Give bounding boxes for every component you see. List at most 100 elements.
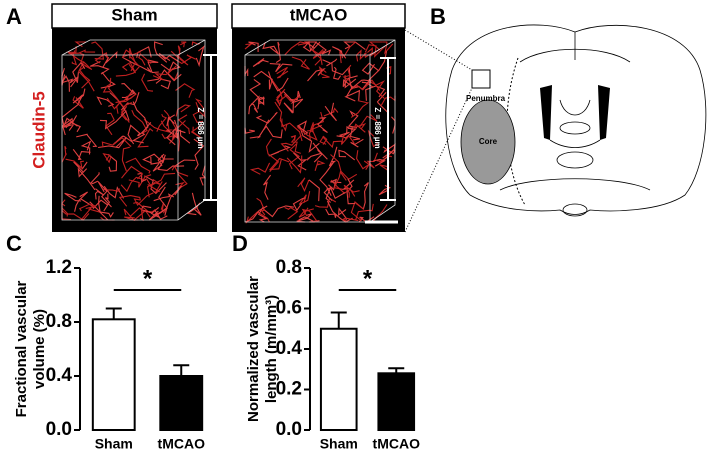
vessel (192, 102, 204, 124)
vessel (263, 174, 272, 200)
panel-letter: D (232, 231, 248, 256)
vessel (347, 110, 359, 129)
vessel (317, 117, 328, 133)
vessel (118, 195, 141, 207)
vessel (331, 62, 351, 78)
vessel (369, 80, 386, 99)
vessel (345, 79, 371, 98)
vessel (64, 192, 82, 202)
vessel (141, 73, 153, 92)
x-tick-label: tMCAO (373, 436, 421, 452)
vessel (276, 66, 289, 79)
y-tick-label: 0.8 (46, 311, 72, 332)
vessel (312, 48, 325, 59)
vessel (344, 126, 357, 139)
vessel (160, 61, 181, 73)
y-axis-label: volume (%) (31, 309, 48, 389)
panel-letter: A (6, 4, 22, 29)
vessel (107, 153, 118, 172)
vessel (147, 181, 163, 193)
vessel (156, 113, 168, 132)
vessel (125, 157, 151, 174)
vessel (136, 46, 152, 58)
vessel (342, 64, 352, 81)
vessel (80, 140, 92, 155)
vessel (347, 127, 361, 141)
vessel (61, 210, 90, 221)
vessel (94, 188, 104, 200)
vessel (157, 154, 174, 171)
vessel (79, 66, 91, 89)
vessel (102, 51, 118, 68)
vessel (350, 200, 365, 222)
vessel (342, 178, 355, 190)
vessel (250, 103, 259, 113)
vessel (323, 107, 339, 117)
vessel (325, 208, 337, 218)
vessel (252, 58, 269, 67)
vessel (102, 152, 112, 164)
vessel (155, 78, 172, 90)
vessel (166, 114, 176, 127)
vessel (77, 167, 96, 191)
vessel (72, 61, 86, 83)
vessel (131, 109, 148, 135)
vessel (318, 65, 330, 79)
vessel (333, 170, 347, 190)
depth-bar (203, 54, 398, 224)
vessel (131, 122, 152, 144)
vessel (248, 95, 265, 115)
vessel (195, 45, 205, 68)
vessel (343, 184, 360, 198)
vessel (97, 181, 112, 208)
vessel (355, 203, 374, 220)
vessel (376, 155, 393, 163)
vessel (163, 109, 186, 130)
vessel (68, 49, 96, 55)
vessel (363, 47, 373, 59)
vessel (306, 142, 323, 162)
vessel (257, 96, 265, 106)
vessel (65, 158, 84, 170)
vessel (322, 58, 338, 67)
vessel (330, 154, 358, 180)
vessel (299, 125, 320, 153)
vessel (61, 145, 67, 163)
vessel (265, 138, 280, 172)
vessel (342, 217, 359, 223)
vessel (121, 165, 144, 180)
vessel (142, 153, 166, 164)
vessel (255, 111, 278, 124)
y-tick-label: 0.0 (46, 419, 72, 440)
panel-letter: B (430, 4, 446, 29)
vessel (284, 41, 308, 56)
vessel (244, 42, 254, 50)
vessel (286, 155, 303, 174)
vessel (382, 41, 394, 55)
vessel (282, 90, 304, 108)
depth-label: Z = 886 µm (196, 107, 205, 148)
x-tick-label: Sham (320, 436, 358, 452)
image-header (231, 3, 406, 29)
y-tick-label: 0.4 (46, 365, 73, 386)
vessel (297, 124, 323, 141)
vessel (353, 123, 367, 133)
vessel (170, 45, 181, 60)
vessel (344, 89, 361, 102)
ventricles (540, 85, 610, 140)
vessel (279, 93, 300, 103)
vessel (306, 122, 314, 133)
vessel (137, 127, 154, 148)
vessel (341, 133, 355, 146)
vessel (176, 54, 189, 66)
vessel (302, 41, 318, 53)
vessel (297, 177, 310, 193)
region-label: Penumbra (466, 94, 506, 103)
vessel (89, 60, 110, 75)
vessel (99, 110, 127, 130)
vessel (350, 100, 370, 118)
vessel (296, 213, 313, 223)
y-tick-label: 0.4 (276, 338, 303, 359)
vessel (301, 208, 318, 223)
